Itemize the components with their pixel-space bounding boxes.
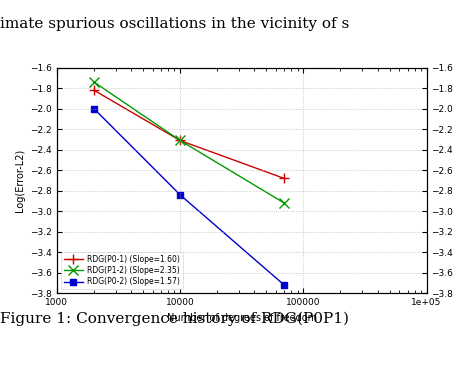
Text: imate spurious oscillations in the vicinity of s: imate spurious oscillations in the vicin… [0, 17, 349, 31]
Text: Figure 1: Convergence history of RDG(P0P1): Figure 1: Convergence history of RDG(P0P… [0, 312, 349, 326]
RDG(P0-1) (Slope=1.60) [177, 138, 183, 143]
Line: RDG(P0-2) (Slope=1.57): RDG(P0-2) (Slope=1.57) [91, 106, 287, 288]
Legend: RDG(P0-1) (Slope=1.60), RDG(P1-2) (Slope=2.35), RDG(P0-2) (Slope=1.57): RDG(P0-1) (Slope=1.60), RDG(P1-2) (Slope… [61, 252, 182, 290]
Y-axis label: Log(Error-L2): Log(Error-L2) [15, 149, 25, 212]
RDG(P1-2) (Slope=2.35) [91, 80, 97, 84]
RDG(P0-1) (Slope=1.60) [282, 176, 287, 181]
RDG(P1-2) (Slope=2.35) [177, 138, 183, 143]
RDG(P0-2) (Slope=1.57) [282, 283, 287, 287]
RDG(P0-2) (Slope=1.57) [91, 106, 97, 111]
Line: RDG(P0-1) (Slope=1.60): RDG(P0-1) (Slope=1.60) [89, 85, 289, 183]
RDG(P1-2) (Slope=2.35) [282, 201, 287, 205]
RDG(P0-2) (Slope=1.57) [177, 193, 183, 197]
X-axis label: Number of degrees of freedom: Number of degrees of freedom [167, 313, 317, 323]
Line: RDG(P1-2) (Slope=2.35): RDG(P1-2) (Slope=2.35) [89, 77, 289, 208]
RDG(P0-1) (Slope=1.60) [91, 88, 97, 92]
